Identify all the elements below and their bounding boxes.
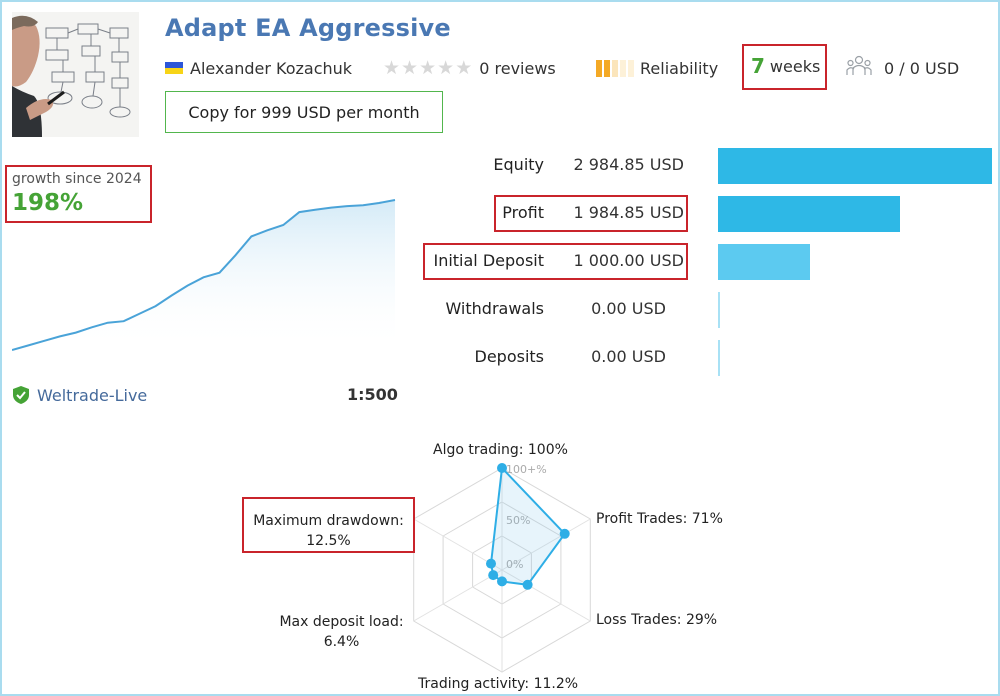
deposit-load-label: Max deposit load: 6.4%: [276, 612, 407, 652]
ukraine-flag-icon: [165, 62, 183, 74]
max-drawdown-title: Maximum drawdown:: [253, 513, 404, 529]
algo-trading-label: Algo trading: 100%: [433, 442, 568, 458]
radar-point: [497, 463, 507, 473]
radar-axis: [501, 569, 591, 622]
reliability-label: Reliability: [640, 58, 719, 78]
deposits-label: Deposits: [474, 347, 545, 366]
broker-name: Weltrade-Live: [37, 385, 148, 405]
radar-tick-label: 100+%: [506, 463, 547, 476]
weeks-label: weeks: [769, 56, 821, 76]
avatar-image: [12, 12, 139, 137]
radar-axis: [501, 518, 591, 571]
initial-deposit-label: Initial Deposit: [433, 251, 544, 270]
initial-deposit-value: 1 000.00 USD: [573, 251, 684, 270]
radar-point: [488, 570, 499, 581]
initial-deposit-bar: [718, 244, 810, 280]
radar-point: [497, 576, 507, 587]
growth-chart[interactable]: [12, 195, 397, 355]
growth-line: [12, 199, 396, 351]
equity-value: 2 984.85 USD: [573, 155, 684, 174]
profit-value: 1 984.85 USD: [573, 203, 684, 222]
rating-reviews[interactable]: ★ ★ ★ ★ ★ 0 reviews: [383, 57, 556, 79]
reliability-bars-icon: [596, 59, 636, 77]
profit-highlight: [494, 195, 688, 232]
broker-link[interactable]: Weltrade-Live: [12, 385, 147, 405]
radar-point: [559, 528, 570, 539]
verified-shield-icon: [12, 385, 30, 405]
star-icon: ★: [455, 57, 473, 79]
star-icon: ★: [383, 57, 401, 79]
profit-label: Profit: [502, 203, 544, 222]
radar-point: [486, 558, 496, 569]
weeks-age: 7 weeks: [751, 54, 821, 78]
subscribers-value: 0 / 0 USD: [884, 58, 960, 78]
trading-activity-label: Trading activity: 11.2%: [418, 676, 579, 692]
weeks-highlight: [742, 44, 827, 90]
radar-tick-label: 0%: [506, 558, 523, 571]
reliability-indicator[interactable]: Reliability: [596, 58, 718, 78]
radar-tick-label: 50%: [506, 514, 530, 527]
radar-chart[interactable]: 100+% 50% 0%: [380, 440, 630, 680]
radar-axis: [413, 569, 503, 622]
radar-point: [522, 579, 533, 590]
deposits-bar: [718, 340, 720, 376]
subscribers-info[interactable]: 0 / 0 USD: [846, 55, 960, 81]
rating-stars: ★ ★ ★ ★ ★: [383, 57, 473, 79]
weeks-number: 7: [751, 54, 765, 78]
deposit-load-value: 6.4%: [323, 634, 360, 650]
growth-label: growth since 2024: [12, 171, 142, 187]
author-name: Alexander Kozachuk: [190, 58, 353, 78]
equity-bar: [718, 148, 992, 184]
copy-subscription-button[interactable]: Copy for 999 USD per month: [165, 91, 443, 133]
max-drawdown-value: 12.5%: [306, 533, 351, 549]
growth-highlight: [5, 165, 152, 223]
withdrawals-bar: [718, 292, 720, 328]
deposit-load-title: Max deposit load:: [279, 614, 404, 630]
star-icon: ★: [437, 57, 455, 79]
deposits-value: 0.00 USD: [591, 347, 666, 366]
drawdown-highlight: [242, 497, 415, 553]
deposit-highlight: [423, 243, 688, 280]
max-drawdown-label: Maximum drawdown: 12.5%: [247, 511, 410, 551]
growth-value: 198%: [12, 190, 84, 216]
loss-trades-label: Loss Trades: 29%: [596, 612, 718, 628]
author-link[interactable]: Alexander Kozachuk: [165, 58, 352, 78]
growth-area: [12, 200, 395, 350]
page-title[interactable]: Adapt EA Aggressive: [165, 14, 451, 42]
star-icon: ★: [419, 57, 437, 79]
profit-bar: [718, 196, 900, 232]
author-avatar[interactable]: [12, 12, 139, 137]
star-icon: ★: [401, 57, 419, 79]
subscribers-icon: [846, 55, 872, 81]
leverage-value: 1:500: [347, 385, 398, 404]
equity-label: Equity: [493, 155, 544, 174]
radar-series: [489, 465, 566, 586]
withdrawals-label: Withdrawals: [445, 299, 544, 318]
reviews-count: 0 reviews: [479, 58, 556, 78]
withdrawals-value: 0.00 USD: [591, 299, 666, 318]
profit-trades-label: Profit Trades: 71%: [596, 511, 723, 527]
